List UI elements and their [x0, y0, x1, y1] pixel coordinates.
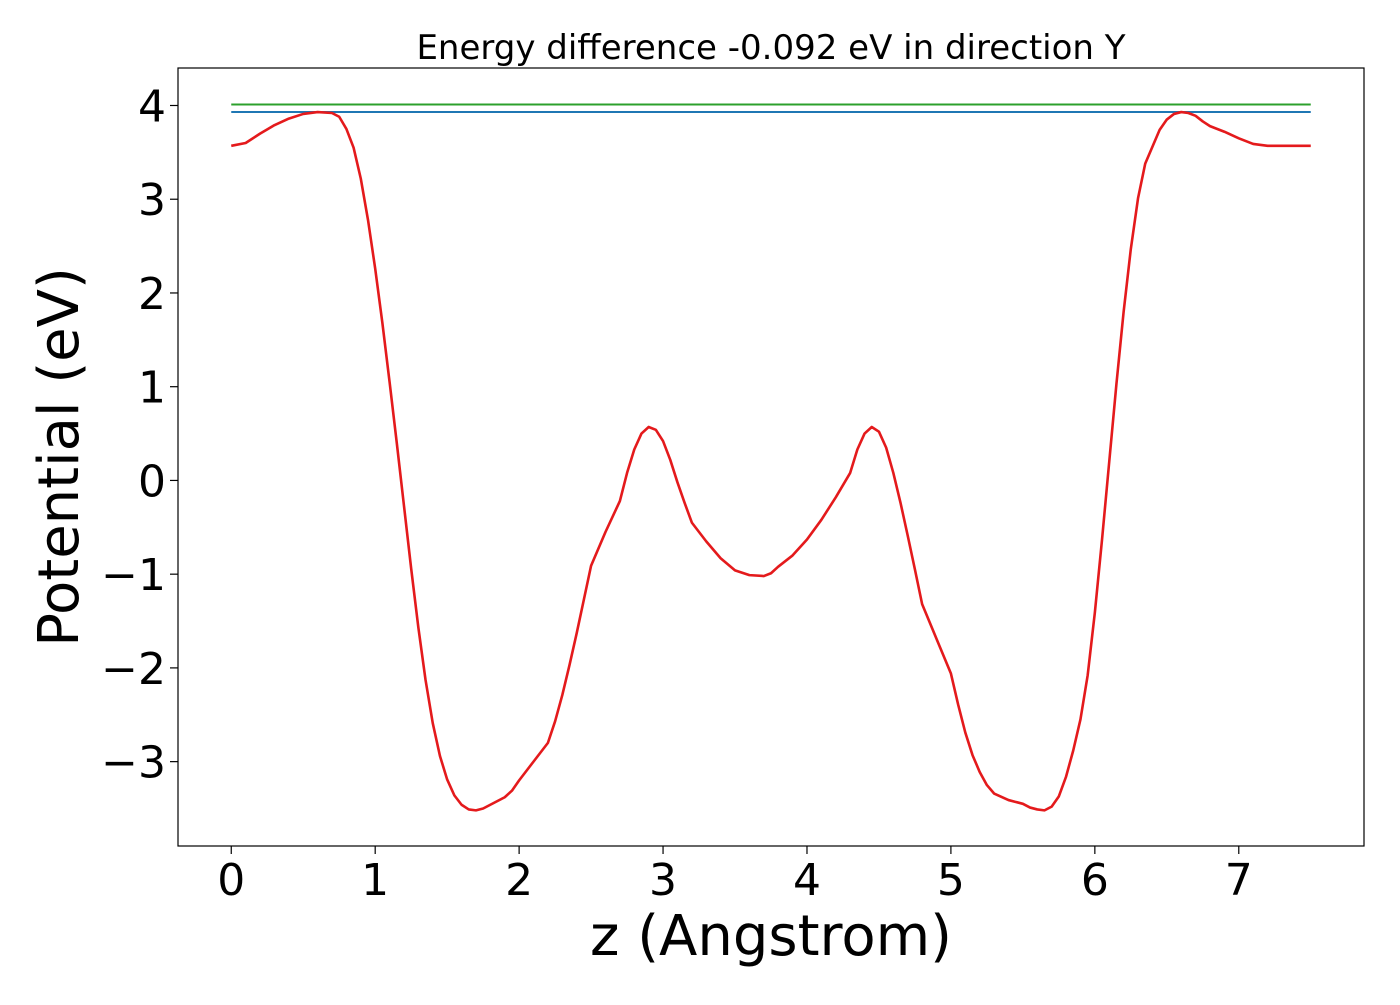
y-tick-label: 2 [138, 269, 166, 320]
x-tick-label: 1 [361, 855, 389, 906]
y-tick-label: −3 [101, 738, 166, 789]
chart-title: Energy difference -0.092 eV in direction… [416, 28, 1125, 68]
y-tick-label: 4 [138, 81, 166, 132]
x-tick-label: 4 [793, 855, 821, 906]
x-axis-label: z (Angstrom) [590, 904, 952, 969]
x-tick-label: 7 [1225, 855, 1253, 906]
series-line-3 [231, 110, 1311, 812]
series-layer [231, 103, 1311, 812]
x-tick-label: 2 [505, 855, 533, 906]
y-tick-label: −2 [101, 644, 166, 695]
x-tick-label: 0 [217, 855, 245, 906]
x-axis-ticks: 0 1 2 3 4 5 6 7 [217, 846, 1253, 906]
y-tick-label: 3 [138, 175, 166, 226]
y-tick-label: 1 [138, 363, 166, 414]
x-tick-label: 5 [937, 855, 965, 906]
y-axis-ticks: −3 −2 −1 0 1 2 3 4 [101, 81, 178, 789]
y-tick-label: 0 [138, 456, 166, 507]
x-tick-label: 6 [1081, 855, 1109, 906]
x-tick-label: 3 [649, 855, 677, 906]
plot-frame [177, 67, 1365, 847]
y-tick-label: −1 [101, 550, 166, 601]
y-axis-label: Potential (eV) [27, 267, 92, 647]
